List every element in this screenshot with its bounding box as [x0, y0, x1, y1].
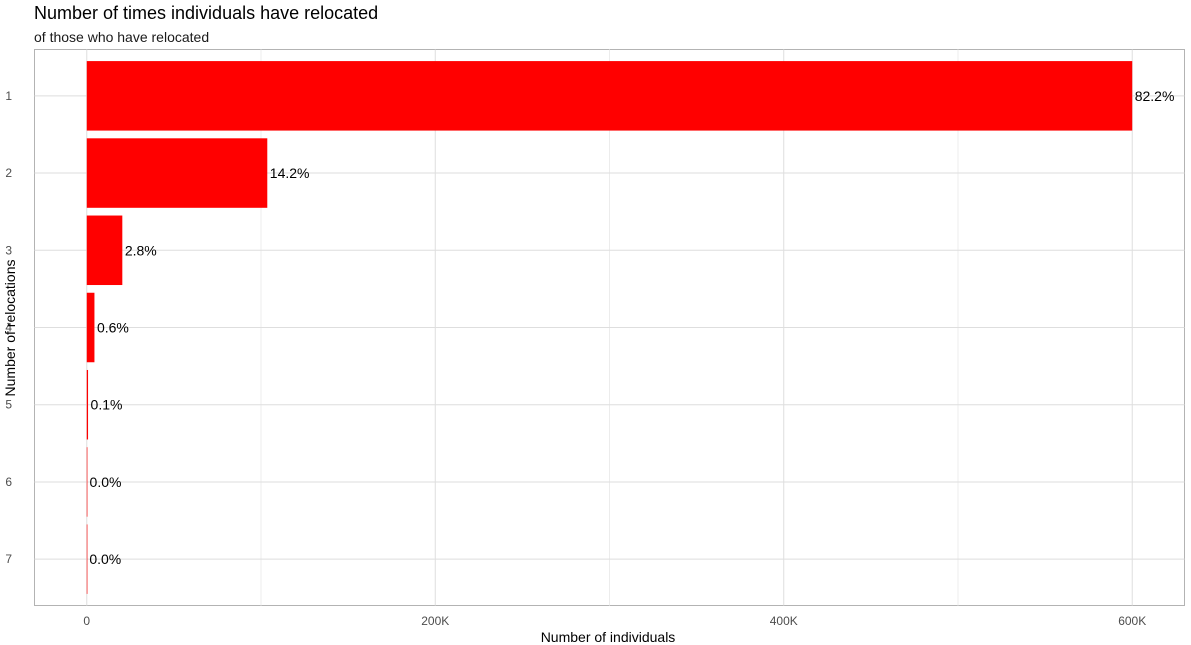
y-tick-label: 4 — [5, 321, 12, 335]
y-tick-label: 2 — [5, 166, 12, 180]
y-tick-label: 7 — [5, 552, 12, 566]
chart-subtitle: of those who have relocated — [34, 29, 210, 45]
data-label-6: 0.0% — [90, 474, 122, 490]
y-axis-label: Number of relocations — [2, 260, 18, 397]
bar-4 — [86, 292, 95, 363]
bar-5 — [86, 369, 89, 440]
y-tick-label: 5 — [5, 398, 12, 412]
bar-3 — [86, 215, 123, 286]
y-tick-label: 6 — [5, 475, 12, 489]
bar-6 — [86, 447, 88, 517]
data-label-2: 14.2% — [270, 165, 310, 181]
data-label-7: 0.0% — [89, 551, 121, 567]
bar-7 — [86, 524, 88, 594]
data-label-3: 2.8% — [125, 242, 157, 258]
data-label-4: 0.6% — [97, 320, 129, 336]
data-label-1: 82.2% — [1135, 88, 1175, 104]
bar-1 — [86, 61, 1133, 131]
x-tick-label: 600K — [1118, 614, 1146, 628]
bar-2 — [86, 138, 268, 208]
x-tick-label: 400K — [770, 614, 798, 628]
x-axis-label: Number of individuals — [541, 629, 676, 645]
x-tick-label: 200K — [421, 614, 449, 628]
data-label-5: 0.1% — [91, 397, 123, 413]
x-tick-label: 0 — [83, 614, 90, 628]
y-tick-label: 1 — [5, 89, 12, 103]
y-tick-label: 3 — [5, 243, 12, 257]
chart-title: Number of times individuals have relocat… — [34, 3, 379, 23]
